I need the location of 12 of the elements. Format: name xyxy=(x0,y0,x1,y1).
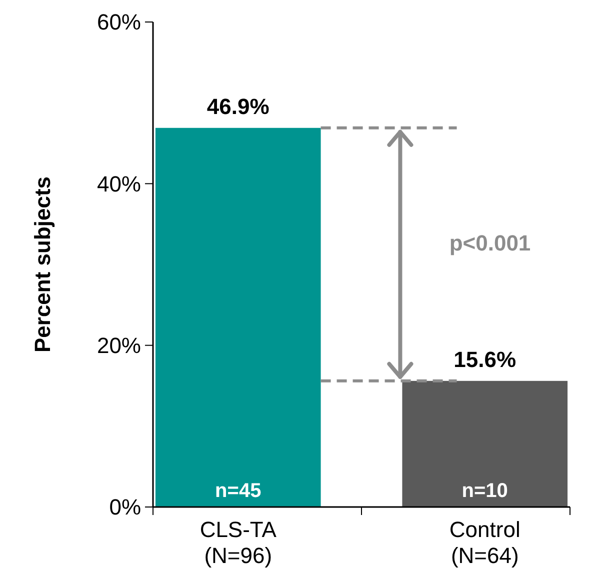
y-tick-label: 60% xyxy=(96,10,141,35)
data-label: 15.6% xyxy=(454,346,516,372)
y-axis-title: Percent subjects xyxy=(30,176,55,353)
annotation: n=45 xyxy=(215,480,262,502)
y-tick-label: 0% xyxy=(109,494,141,520)
annotation: p<0.001 xyxy=(449,230,531,256)
data-label: 46.9% xyxy=(206,94,270,119)
x-tick-label: Control (N=64) xyxy=(449,517,520,568)
annotation: n=10 xyxy=(462,480,508,502)
y-tick-label: 40% xyxy=(96,171,141,196)
y-tick-label: 20% xyxy=(96,333,141,358)
x-tick-label: CLS-TA (N=96) xyxy=(200,517,277,568)
